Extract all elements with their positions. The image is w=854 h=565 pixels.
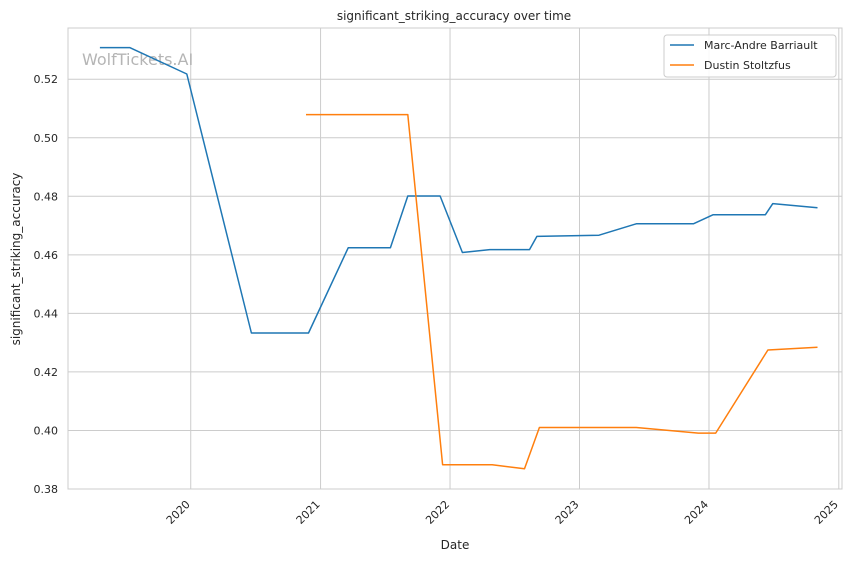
x-tick-label-3: 2023 [553, 498, 582, 527]
y-tick-label-0: 0.38 [34, 483, 59, 496]
x-tick-label-1: 2021 [294, 498, 323, 527]
y-tick-label-5: 0.48 [34, 190, 59, 203]
chart-title: significant_striking_accuracy over time [337, 9, 571, 23]
grid-layer [68, 28, 842, 490]
x-tick-label-5: 2025 [812, 498, 841, 527]
y-tick-label-6: 0.50 [34, 132, 59, 145]
legend-label-barriault: Marc-Andre Barriault [704, 39, 818, 52]
y-axis-label: significant_striking_accuracy [9, 173, 23, 346]
x-tick-label-0: 2020 [164, 498, 193, 527]
legend: Marc-Andre Barriault Dustin Stoltzfus [663, 34, 837, 78]
y-tick-label-4: 0.46 [34, 249, 59, 262]
watermark: WolfTickets.AI [82, 50, 193, 69]
series-line-1 [306, 113, 818, 470]
y-tick-label-3: 0.44 [34, 307, 59, 320]
x-tick-label-2: 2022 [423, 498, 452, 527]
legend-label-stoltzfus: Dustin Stoltzfus [704, 59, 791, 72]
legend-box [663, 34, 837, 78]
plot-area [67, 27, 843, 490]
y-tick-label-7: 0.52 [34, 73, 59, 86]
x-axis-label: Date [441, 538, 470, 552]
x-tick-label-4: 2024 [682, 498, 711, 527]
series-layer [99, 46, 818, 470]
y-tick-label-2: 0.42 [34, 366, 59, 379]
series-line-0 [99, 46, 818, 334]
y-tick-label-1: 0.40 [34, 424, 59, 437]
